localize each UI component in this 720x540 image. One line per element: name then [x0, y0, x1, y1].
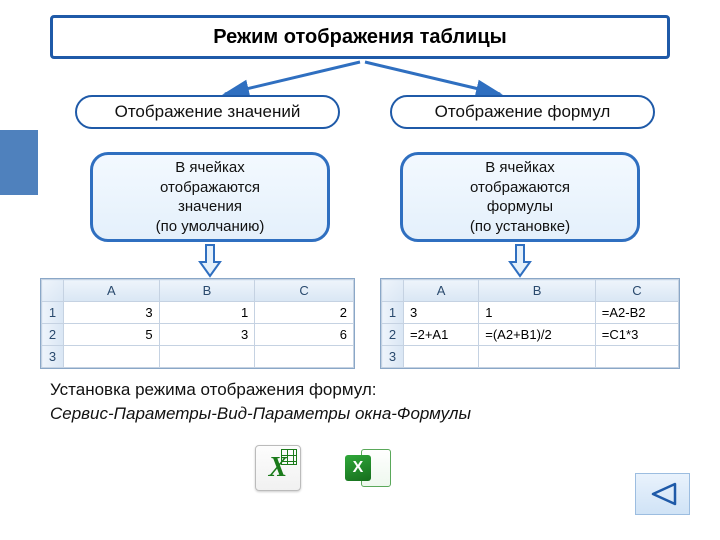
cell: 2 — [255, 302, 354, 324]
spreadsheet-values: A B C 1 3 1 2 2 5 3 6 3 — [40, 278, 355, 369]
cell: =A2-B2 — [595, 302, 678, 324]
row-head: 2 — [42, 324, 64, 346]
triangle-left-icon — [649, 482, 677, 506]
col-head: A — [404, 280, 479, 302]
row-head: 3 — [42, 346, 64, 368]
row-head: 1 — [42, 302, 64, 324]
col-head: B — [159, 280, 255, 302]
caption: Установка режима отображения формул: Сер… — [50, 380, 471, 424]
cell: =2+A1 — [404, 324, 479, 346]
side-accent-bar — [0, 130, 38, 195]
cell: =(A2+B1)/2 — [479, 324, 596, 346]
spreadsheet-formulas: A B C 1 3 1 =A2-B2 2 =2+A1 =(A2+B1)/2 =C… — [380, 278, 680, 369]
row-head: 3 — [382, 346, 404, 368]
split-arrow-right — [360, 60, 510, 98]
col-head: C — [595, 280, 678, 302]
corner-cell — [382, 280, 404, 302]
caption-line2: Сервис-Параметры-Вид-Параметры окна-Форм… — [50, 404, 471, 424]
prev-button[interactable] — [635, 473, 690, 515]
desc-left: В ячейках отображаются значения (по умол… — [90, 152, 330, 242]
excel-2003-icon: X — [255, 445, 305, 495]
slide-root: { "colors": { "accent_blue": "#1f5aa8", … — [0, 0, 720, 540]
desc-right-text: В ячейках отображаются формулы (по устан… — [470, 158, 570, 236]
cell: 5 — [64, 324, 160, 346]
cell: 1 — [479, 302, 596, 324]
cell: 6 — [255, 324, 354, 346]
cell — [404, 346, 479, 368]
desc-left-text: В ячейках отображаются значения (по умол… — [156, 158, 265, 236]
down-arrow-right — [508, 244, 532, 278]
excel-new-glyph: X — [353, 459, 364, 477]
cell — [64, 346, 160, 368]
cell: 3 — [404, 302, 479, 324]
row-head: 2 — [382, 324, 404, 346]
title-text: Режим отображения таблицы — [213, 26, 506, 49]
cell: =C1*3 — [595, 324, 678, 346]
cell: 3 — [64, 302, 160, 324]
caption-line1: Установка режима отображения формул: — [50, 380, 377, 399]
cell — [479, 346, 596, 368]
split-arrow-left — [215, 60, 365, 98]
excel-2010-icon: X — [345, 445, 395, 495]
icons-row: X X — [255, 445, 395, 495]
cell — [159, 346, 255, 368]
desc-right: В ячейках отображаются формулы (по устан… — [400, 152, 640, 242]
subtitle-right-text: Отображение формул — [435, 102, 611, 122]
subtitle-left: Отображение значений — [75, 95, 340, 129]
col-head: A — [64, 280, 160, 302]
subtitle-left-text: Отображение значений — [115, 102, 301, 122]
col-head: C — [255, 280, 354, 302]
cell — [595, 346, 678, 368]
cell: 3 — [159, 324, 255, 346]
subtitle-right: Отображение формул — [390, 95, 655, 129]
row-head: 1 — [382, 302, 404, 324]
cell: 1 — [159, 302, 255, 324]
col-head: B — [479, 280, 596, 302]
corner-cell — [42, 280, 64, 302]
title-box: Режим отображения таблицы — [50, 15, 670, 59]
down-arrow-left — [198, 244, 222, 278]
cell — [255, 346, 354, 368]
